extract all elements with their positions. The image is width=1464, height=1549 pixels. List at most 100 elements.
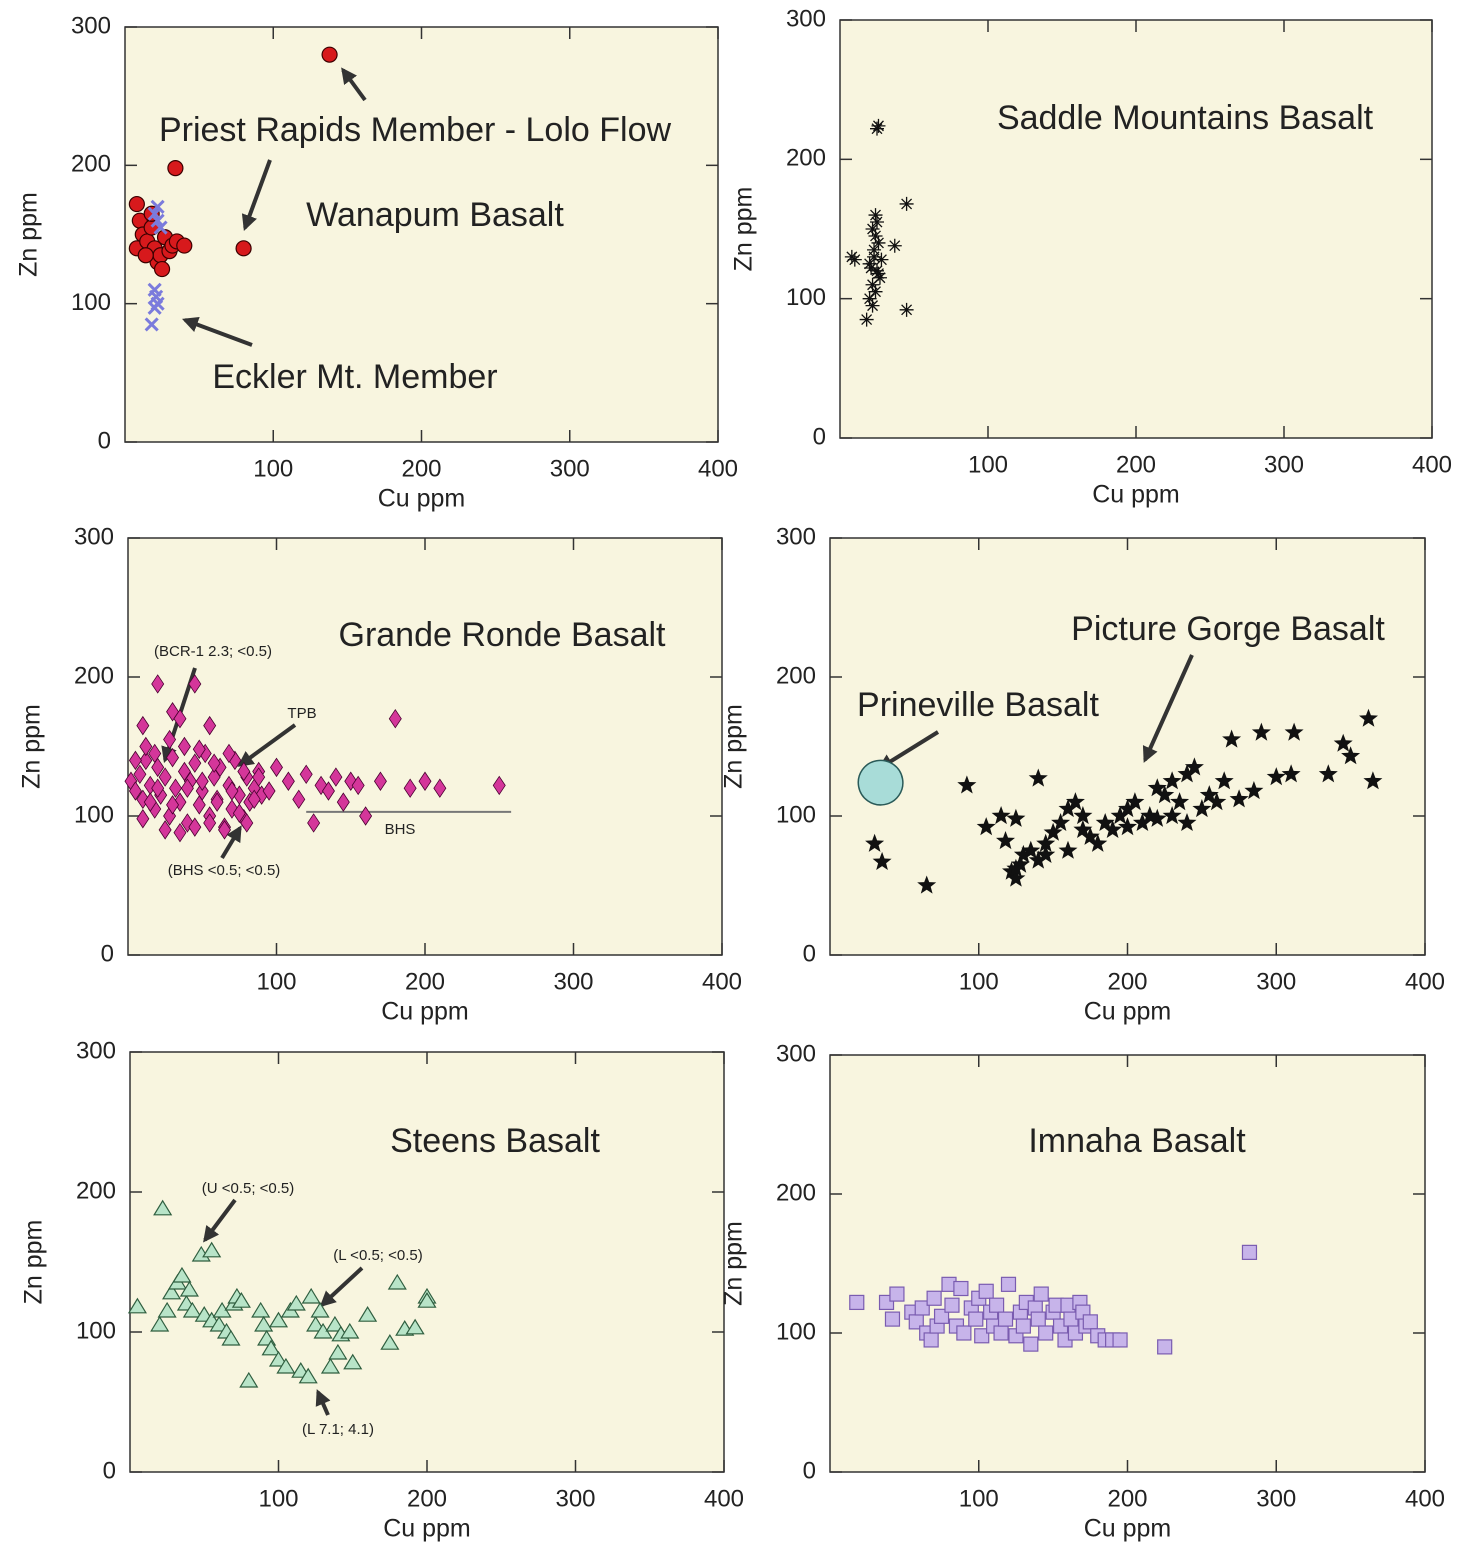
y-tick-label: 300 [776, 523, 816, 550]
y-tick-label: 300 [74, 523, 114, 550]
x-axis-label: Cu ppm [1092, 481, 1180, 509]
point [953, 1280, 969, 1297]
point [209, 1315, 229, 1332]
y-axis-label: Zn ppm [20, 1220, 48, 1305]
point [417, 1292, 437, 1308]
point [235, 240, 252, 257]
x-tick-label: 100 [256, 968, 296, 995]
arrow [182, 316, 253, 347]
y-tick-label: 100 [71, 289, 111, 316]
y-tick-label: 100 [776, 801, 816, 828]
point [128, 781, 142, 801]
point [1058, 840, 1078, 859]
point [871, 118, 886, 133]
point [1363, 771, 1383, 790]
point [157, 1301, 177, 1318]
point [268, 1350, 289, 1367]
point [351, 775, 365, 796]
arrow [241, 159, 272, 232]
point [128, 750, 142, 771]
point [1030, 1311, 1046, 1327]
point [173, 822, 187, 843]
point [1132, 813, 1152, 831]
panel: 0 100 200 300 100 200 300 400 Cu ppm Zn ppm Priest… [15, 12, 738, 512]
annotation: Wanapum Basalt [306, 196, 564, 234]
annotation: Picture Gorge Basalt [1071, 610, 1385, 648]
point [188, 674, 202, 694]
x-tick-label: 200 [407, 1485, 447, 1512]
point [988, 1297, 1005, 1313]
point [231, 1292, 251, 1308]
point [418, 771, 432, 791]
point [268, 1311, 289, 1328]
point [128, 195, 145, 213]
point [320, 1357, 341, 1374]
y-tick-label: 0 [98, 427, 111, 454]
point [868, 284, 883, 299]
point [1318, 764, 1338, 783]
point [222, 743, 236, 764]
point [403, 778, 417, 798]
point [978, 1283, 994, 1299]
annotation: TPB [287, 705, 316, 722]
point [1006, 868, 1026, 887]
point [914, 1300, 930, 1316]
point [899, 196, 914, 211]
point [221, 1329, 241, 1346]
point [1006, 858, 1026, 877]
point [310, 1301, 330, 1318]
point [1088, 833, 1108, 852]
point [202, 1241, 222, 1258]
x-tick-label: 400 [1405, 1485, 1445, 1512]
point [870, 121, 884, 136]
point [1002, 861, 1021, 880]
point [933, 1308, 950, 1324]
y-axis-label: Zn ppm [730, 187, 758, 272]
point [328, 1343, 348, 1360]
x-axis-label: Cu ppm [1084, 1515, 1172, 1543]
point [1241, 1244, 1258, 1260]
point [173, 708, 187, 729]
y-tick-label: 300 [76, 1037, 116, 1064]
x-tick-label: 300 [1264, 451, 1304, 478]
point [176, 237, 193, 254]
point [281, 771, 295, 791]
point [1341, 746, 1361, 765]
point [192, 739, 206, 760]
point [147, 300, 162, 315]
y-tick-label: 200 [776, 1179, 816, 1206]
point [388, 708, 402, 729]
point [136, 809, 150, 829]
point [143, 792, 157, 812]
point [996, 831, 1015, 850]
point [1147, 778, 1167, 797]
point [1023, 1336, 1039, 1352]
point [158, 820, 172, 840]
y-tick-label: 0 [103, 1457, 116, 1484]
annotation: (BCR-1 2.3; <0.5) [154, 643, 272, 660]
panel: 0 100 200 300 100 200 300 400 Cu ppm Zn ppm Saddle… [730, 5, 1452, 508]
point [1082, 1314, 1098, 1330]
point [974, 1328, 990, 1344]
arrow [315, 1389, 331, 1416]
point [433, 778, 447, 798]
plot-area [127, 537, 723, 956]
point [868, 208, 883, 223]
point [865, 222, 880, 236]
point [991, 806, 1011, 825]
point [862, 291, 877, 306]
y-tick-label: 0 [803, 1457, 816, 1484]
y-tick-label: 300 [776, 1040, 816, 1067]
point [1147, 808, 1167, 827]
point [137, 247, 154, 264]
point [136, 715, 150, 736]
x-axis-label: Cu ppm [1084, 998, 1172, 1026]
point [1051, 813, 1071, 831]
point [865, 277, 880, 292]
plot-area [829, 1054, 1426, 1473]
point [1244, 781, 1264, 800]
point [276, 1357, 296, 1374]
x-axis-label: Cu ppm [378, 485, 466, 513]
y-tick-label: 0 [813, 423, 826, 450]
point [889, 1286, 905, 1302]
